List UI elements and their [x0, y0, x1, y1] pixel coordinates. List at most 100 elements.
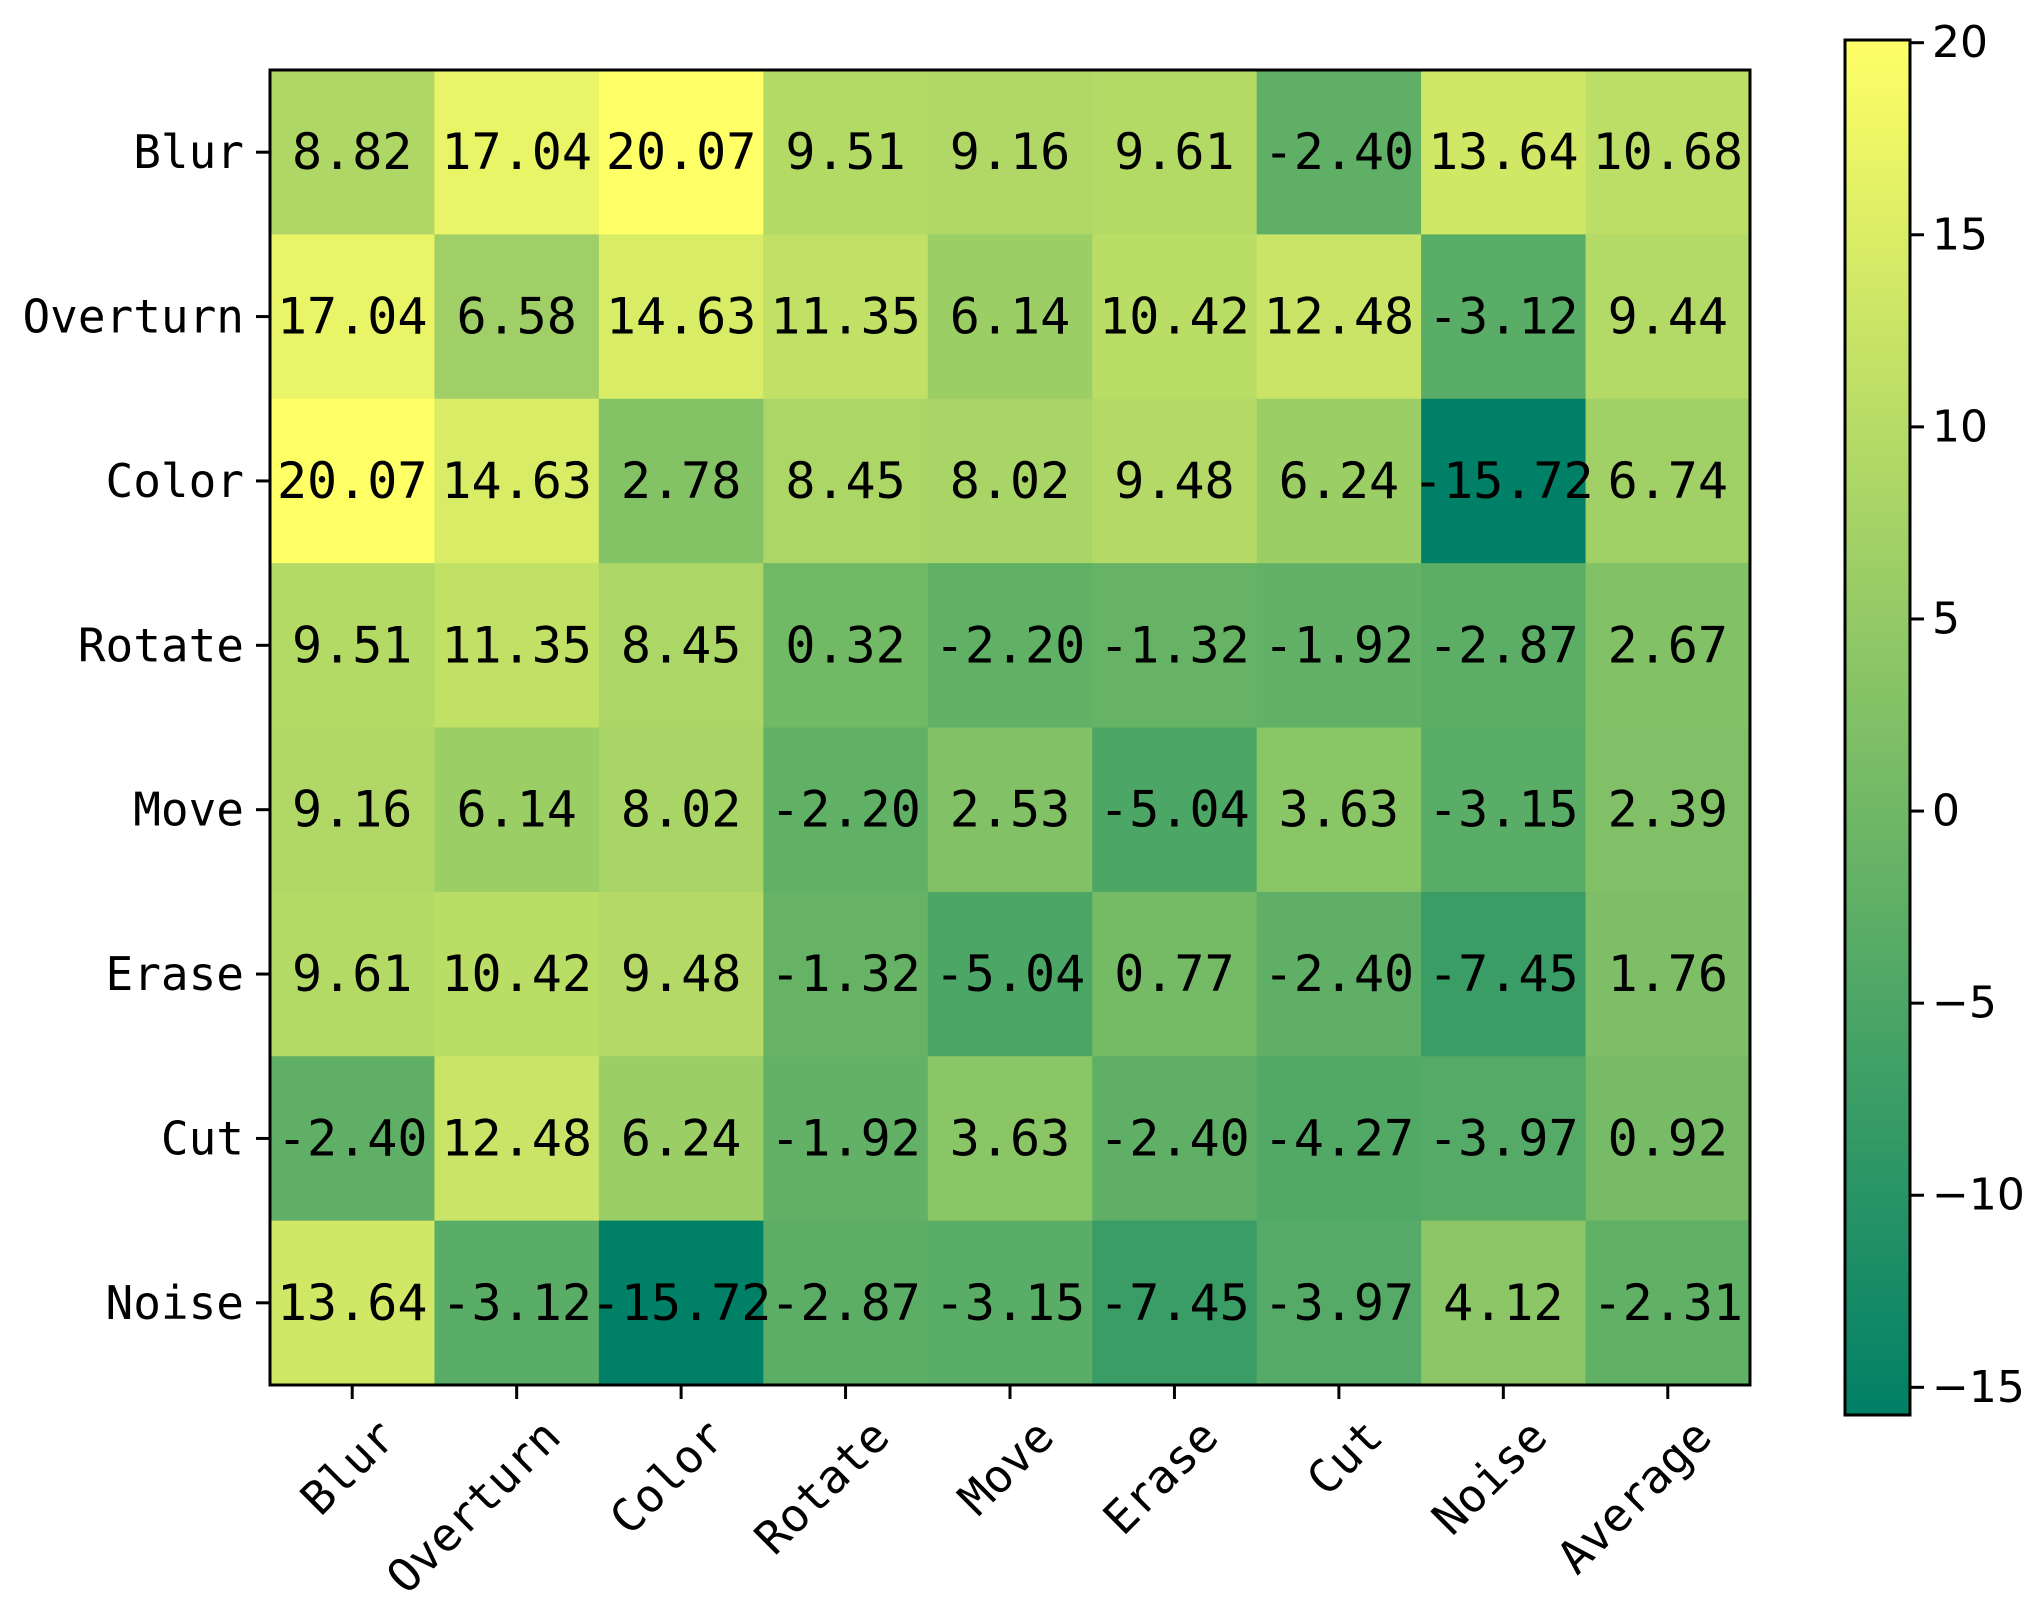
heatmap-cell [1092, 70, 1258, 235]
cell-value-label: 3.63 [1279, 781, 1399, 839]
cell-value-label: -2.20 [935, 616, 1086, 674]
cell-value-label: 20.07 [606, 123, 757, 181]
cell-value-label: -2.40 [277, 1109, 428, 1167]
cell-value-label: 8.45 [621, 616, 741, 674]
heatmap-cell [1256, 1056, 1422, 1222]
cell-value-label: 6.14 [456, 781, 576, 839]
cell-value-label: -2.87 [1428, 616, 1579, 674]
y-tick-label: Color [106, 454, 244, 508]
cell-value-label: 20.07 [277, 452, 428, 510]
heatmap-cell [763, 891, 929, 1057]
cell-value-label: 0.77 [1114, 945, 1234, 1003]
heatmap-cell [1092, 891, 1258, 1057]
cell-value-label: 9.48 [1114, 452, 1234, 510]
heatmap-cell [1585, 727, 1751, 893]
colorbar-tick-label: 5 [1932, 593, 1960, 644]
x-tick-label: Move [948, 1409, 1065, 1526]
heatmap-cell [270, 1056, 435, 1222]
cell-value-label: 2.39 [1608, 781, 1728, 839]
heatmap-cell [434, 1220, 600, 1386]
heatmap-cell [1421, 1056, 1587, 1222]
cell-value-label: -2.40 [1099, 1109, 1250, 1167]
cell-value-label: 0.32 [785, 616, 905, 674]
x-tick-label: Blur [290, 1409, 407, 1526]
cell-value-label: -2.40 [1264, 123, 1415, 181]
y-tick-label: Cut [161, 1111, 244, 1165]
cell-value-label: 13.64 [277, 1274, 428, 1332]
cell-value-label: 9.44 [1608, 288, 1728, 346]
cell-value-label: 11.35 [770, 288, 921, 346]
heatmap-cell-labels: 8.82 17.04 20.07 9.51 9.16 9.61 -2.40 13.64 10.6… [277, 123, 1743, 1332]
x-tick-label: Overturn [376, 1409, 571, 1604]
heatmap-cell [927, 1220, 1093, 1386]
heatmap-cell [763, 563, 929, 728]
heatmap-cell [1585, 398, 1751, 564]
cell-value-label: 10.42 [441, 945, 592, 1003]
heatmap-cell [763, 234, 929, 400]
heatmap-cell [1421, 1220, 1587, 1386]
cell-value-label: -5.04 [935, 945, 1086, 1003]
heatmap-cell [1256, 234, 1422, 400]
cell-value-label: -15.72 [1413, 452, 1594, 510]
cell-value-label: -4.27 [1264, 1109, 1415, 1167]
heatmap-cell [1256, 891, 1422, 1057]
heatmap-cell [434, 727, 600, 893]
cell-value-label: 6.58 [456, 288, 576, 346]
colorbar-tick-label: 20 [1932, 17, 1988, 68]
heatmap-cell [927, 727, 1093, 893]
heatmap-cell [1421, 891, 1587, 1057]
heatmap-cell [927, 234, 1093, 400]
colorbar-tick-label: −5 [1932, 978, 1997, 1029]
cell-value-label: 8.45 [785, 452, 905, 510]
heatmap-cell [1585, 563, 1751, 728]
cell-value-label: 8.82 [292, 123, 412, 181]
heatmap-cell [270, 727, 435, 893]
heatmap-cell [270, 398, 435, 564]
heatmap-cell [270, 234, 435, 400]
heatmap-cell [598, 891, 764, 1057]
colorbar-ticks: 20 15 10 5 0 −5 −10 −15 [1910, 17, 2025, 1413]
heatmap-cell [1256, 70, 1422, 235]
cell-value-label: 2.53 [950, 781, 1070, 839]
cell-value-label: 6.74 [1608, 452, 1728, 510]
cell-value-label: 6.24 [621, 1109, 741, 1167]
heatmap-cell [598, 563, 764, 728]
heatmap-cell [1585, 1220, 1751, 1386]
cell-value-label: -3.15 [935, 1274, 1086, 1332]
heatmap-cell [598, 234, 764, 400]
y-tick-label: Blur [133, 125, 244, 179]
heatmap-cell [1421, 70, 1587, 235]
heatmap-cell [763, 398, 929, 564]
cell-value-label: -2.31 [1593, 1274, 1744, 1332]
colorbar-tick-label: 15 [1932, 209, 1988, 260]
cell-value-label: -1.32 [770, 945, 921, 1003]
cell-value-label: -3.12 [1428, 288, 1579, 346]
heatmap-cell [1092, 1056, 1258, 1222]
heatmap-cell [1585, 234, 1751, 400]
y-tick-label: Noise [106, 1276, 244, 1330]
colorbar-tick-label: −15 [1932, 1362, 2025, 1413]
y-tick-label: Erase [106, 947, 244, 1001]
cell-value-label: 1.76 [1608, 945, 1728, 1003]
cell-value-label: -3.97 [1428, 1109, 1579, 1167]
cell-value-label: 9.61 [1114, 123, 1234, 181]
heatmap-cell [927, 398, 1093, 564]
heatmap-cell [1585, 1056, 1751, 1222]
heatmap-cell [1421, 398, 1587, 564]
x-tick-label: Average [1547, 1409, 1722, 1584]
heatmap-cell [270, 563, 435, 728]
heatmap-cell [598, 1056, 764, 1222]
cell-value-label: -1.92 [770, 1109, 921, 1167]
cell-value-label: -1.32 [1099, 616, 1250, 674]
y-axis: Blur Overturn Color Rotate Move Erase Cut Noise [22, 125, 270, 1330]
cell-value-label: -3.97 [1264, 1274, 1415, 1332]
y-tick-label: Rotate [78, 618, 244, 672]
heatmap-cell [598, 1220, 764, 1386]
heatmap-cell [927, 891, 1093, 1057]
colorbar-tick-label: 10 [1932, 401, 1988, 452]
heatmap-cell [598, 398, 764, 564]
cell-value-label: 9.48 [621, 945, 741, 1003]
heatmap-cell [270, 70, 435, 235]
